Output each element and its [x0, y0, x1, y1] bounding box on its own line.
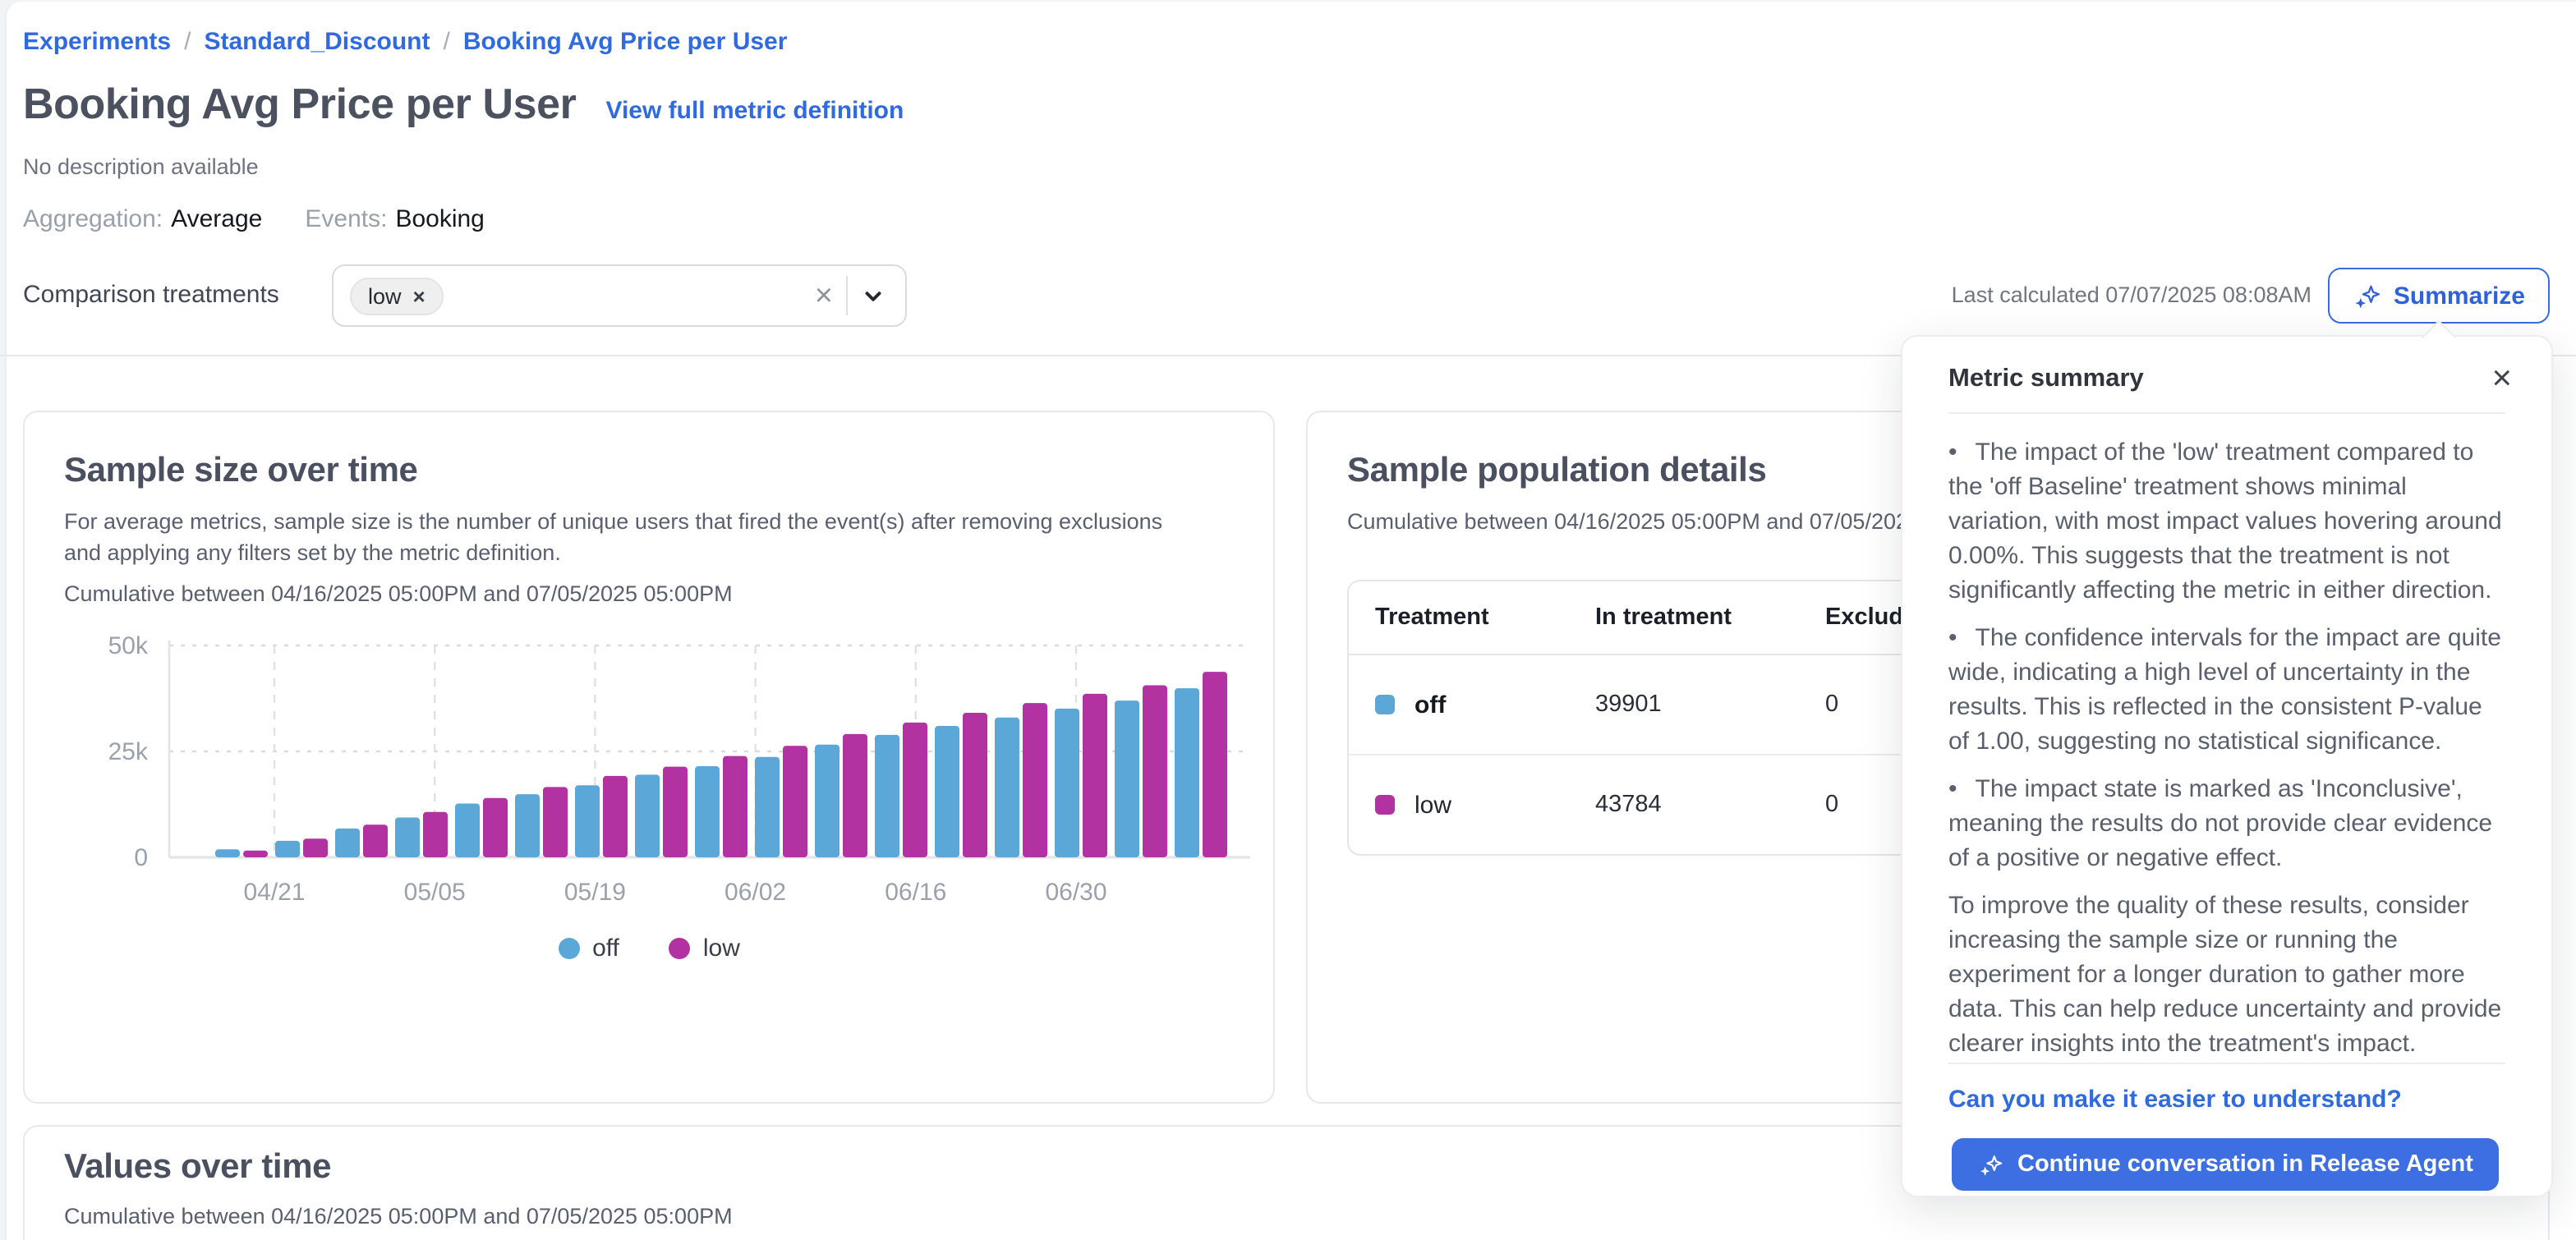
followup-question-link[interactable]: Can you make it easier to understand?: [1948, 1086, 2402, 1114]
chart-legend: off low: [25, 935, 1273, 962]
metric-summary-body: The impact of the 'low' treatment compar…: [1948, 435, 2509, 1074]
treatment-tag-label: low: [368, 283, 402, 308]
svg-text:06/02: 06/02: [724, 879, 786, 906]
view-metric-definition-link[interactable]: View full metric definition: [605, 97, 904, 125]
legend-dot-low: [668, 938, 690, 959]
summary-bullet: The impact state is marked as 'Inconclus…: [1948, 772, 2509, 875]
svg-text:05/05: 05/05: [404, 879, 466, 906]
col-treatment: Treatment: [1375, 604, 1489, 631]
breadcrumb-experiments[interactable]: Experiments: [23, 28, 172, 56]
svg-text:25k: 25k: [108, 738, 149, 765]
breadcrumb-experiment-name[interactable]: Standard_Discount: [204, 28, 430, 56]
legend-item-off: off: [558, 935, 619, 962]
breadcrumb: Experiments / Standard_Discount / Bookin…: [23, 28, 787, 56]
sample-size-chart: 04/21 05/05 05/19 06/02 06/16 06/30 0 25k 50k: [41, 629, 1257, 918]
svg-text:0: 0: [134, 844, 148, 871]
table-row: off 39901 0: [1349, 655, 2514, 754]
aggregation-label: Aggregation:: [23, 205, 163, 233]
excluded-value: 0: [1825, 792, 1839, 818]
comparison-treatments-label: Comparison treatments: [23, 281, 279, 309]
chevron-down-icon[interactable]: [848, 283, 889, 308]
legend-label-low: low: [702, 935, 740, 962]
breadcrumb-separator: /: [443, 28, 450, 56]
summarize-button-label: Summarize: [2393, 282, 2525, 310]
metric-summary-title: Metric summary: [1948, 364, 2144, 392]
summarize-button[interactable]: Summarize: [2327, 268, 2550, 324]
treatment-name: off: [1414, 691, 1447, 719]
values-over-time-title: Values over time: [64, 1148, 332, 1186]
metric-summary-popup: Metric summary × The impact of the 'low'…: [1901, 319, 2553, 1197]
select-divider: [846, 276, 848, 315]
legend-label-off: off: [592, 935, 619, 962]
legend-item-low: low: [668, 935, 740, 962]
treatment-name: low: [1414, 791, 1452, 819]
sample-size-description: For average metrics, sample size is the …: [64, 509, 1163, 565]
legend-dot-off: [558, 938, 580, 959]
svg-text:06/16: 06/16: [885, 879, 946, 906]
close-icon[interactable]: ×: [2491, 360, 2512, 397]
events-label: Events:: [305, 205, 388, 233]
sample-population-title: Sample population details: [1347, 452, 1767, 489]
treatment-swatch-low: [1375, 795, 1395, 815]
treatment-tag: low ×: [350, 277, 444, 315]
aggregation-value: Average: [171, 205, 263, 233]
in-treatment-value: 39901: [1595, 691, 1662, 718]
breadcrumb-metric-name[interactable]: Booking Avg Price per User: [462, 28, 788, 56]
metric-description: No description available: [23, 154, 259, 179]
breadcrumb-separator: /: [184, 28, 191, 56]
svg-text:05/19: 05/19: [564, 879, 626, 906]
page-divider: [0, 355, 2576, 356]
panel-divider: [1948, 412, 2505, 414]
treatment-swatch-off: [1375, 695, 1395, 714]
page-title: Booking Avg Price per User: [23, 79, 577, 128]
panel-divider: [1948, 1063, 2505, 1064]
events-value: Booking: [395, 205, 485, 233]
svg-text:50k: 50k: [108, 632, 149, 659]
aggregation: Aggregation: Average: [23, 205, 262, 233]
svg-text:06/30: 06/30: [1045, 879, 1106, 906]
sample-size-card: Sample size over time For average metric…: [23, 411, 1275, 1104]
summary-bullet: The impact of the 'low' treatment compar…: [1948, 435, 2509, 608]
clear-selection-icon[interactable]: ×: [814, 278, 833, 313]
events: Events: Booking: [305, 205, 485, 233]
summary-bullet: The confidence intervals for the impact …: [1948, 621, 2509, 759]
sparkles-icon: [2353, 282, 2380, 310]
summary-footer-note: To improve the quality of these results,…: [1948, 892, 2502, 1058]
svg-text:04/21: 04/21: [243, 879, 305, 906]
comparison-treatments-select[interactable]: low × ×: [332, 264, 907, 327]
excluded-value: 0: [1825, 691, 1839, 718]
continue-button-label: Continue conversation in Release Agent: [2017, 1151, 2473, 1178]
in-treatment-value: 43784: [1595, 792, 1662, 818]
sample-size-title: Sample size over time: [64, 452, 418, 489]
continue-conversation-button[interactable]: Continue conversation in Release Agent: [1952, 1138, 2500, 1191]
col-in-treatment: In treatment: [1595, 604, 1732, 631]
remove-tag-icon[interactable]: ×: [412, 283, 426, 308]
last-calculated: Last calculated 07/07/2025 08:08AM: [1951, 282, 2312, 307]
sparkles-icon: [1978, 1152, 2003, 1177]
values-over-time-date-range: Cumulative between 04/16/2025 05:00PM an…: [64, 1204, 733, 1229]
sample-size-date-range: Cumulative between 04/16/2025 05:00PM an…: [64, 581, 733, 606]
